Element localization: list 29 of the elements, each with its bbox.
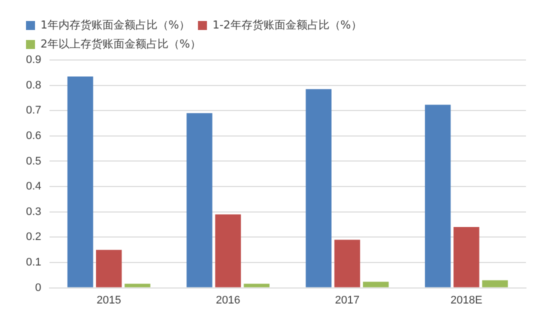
bar (424, 104, 451, 288)
bar (454, 227, 480, 288)
legend-label: 1-2年存货账面金额占比（%） (212, 18, 362, 32)
bar (244, 284, 270, 288)
y-tick-label: 0 (35, 282, 42, 294)
bar (96, 250, 122, 288)
bar (124, 284, 150, 288)
x-tick-label: 2016 (216, 294, 240, 306)
y-tick-label: 0.5 (26, 155, 42, 168)
bar (334, 240, 360, 288)
x-tick-label: 2015 (96, 294, 122, 306)
y-tick-label: 0.9 (26, 54, 42, 66)
x-tick-label: 2018E (450, 294, 482, 306)
y-tick-label: 0.7 (26, 104, 42, 117)
bar (482, 280, 508, 288)
x-tick-label: 2017 (334, 294, 360, 306)
bar (186, 113, 212, 288)
bar (67, 76, 94, 288)
y-tick-label: 0.4 (26, 180, 42, 193)
y-tick-label: 0.6 (26, 130, 42, 142)
bar (215, 214, 241, 288)
legend-label: 2年以上存货账面金额占比（%） (40, 37, 201, 50)
y-tick-label: 0.8 (26, 79, 42, 92)
y-tick-label: 0.3 (26, 206, 42, 218)
legend-label: 1年内存货账面金额占比（%） (40, 18, 190, 32)
y-tick-label: 0.2 (26, 231, 42, 244)
bar (362, 282, 389, 288)
bar (306, 89, 332, 288)
y-tick-label: 0.1 (26, 256, 42, 269)
